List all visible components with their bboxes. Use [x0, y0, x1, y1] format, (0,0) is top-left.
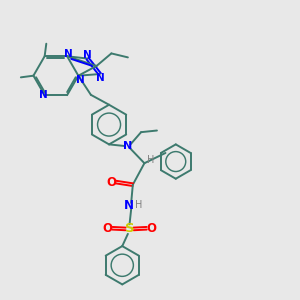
Text: O: O	[102, 222, 112, 235]
Text: N: N	[64, 49, 73, 58]
Text: H: H	[147, 155, 154, 165]
Text: N: N	[83, 50, 92, 60]
Text: N: N	[76, 75, 84, 85]
Text: O: O	[106, 176, 116, 188]
Text: N: N	[96, 73, 105, 83]
Text: S: S	[125, 222, 134, 236]
Text: N: N	[39, 90, 47, 100]
Text: N: N	[123, 141, 132, 151]
Text: O: O	[147, 222, 157, 235]
Text: N: N	[124, 199, 134, 212]
Text: H: H	[135, 200, 142, 210]
